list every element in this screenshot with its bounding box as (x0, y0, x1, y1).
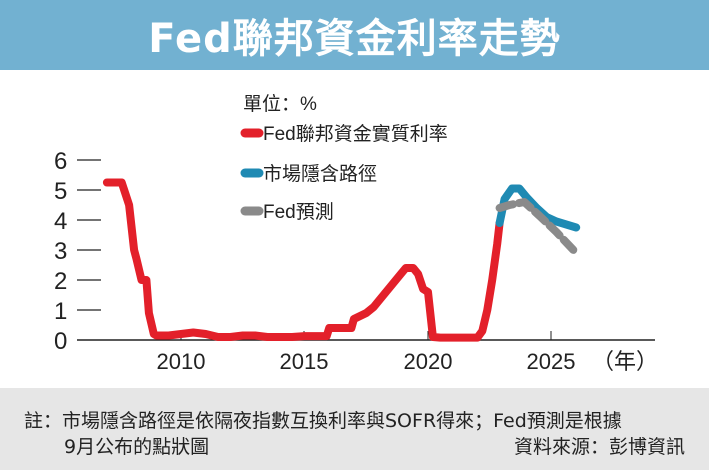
svg-text:2015: 2015 (280, 349, 329, 374)
series-line-0 (102, 178, 504, 342)
footnote-line2: 9月公布的點狀圖 (64, 436, 210, 458)
legend-item-market-path: 市場隱含路徑 (240, 163, 377, 185)
svg-text:0: 0 (54, 328, 67, 355)
svg-text:3: 3 (54, 238, 67, 265)
series-layer (102, 178, 581, 342)
legend-unit: 單位：% (243, 93, 317, 115)
footnote-line1: 註：市場隱含路徑是依隔夜指數互換利率與SOFR得來；Fed預測是根據 (24, 410, 622, 432)
x-axis: 2010 2015 2020 2025 （年） (77, 331, 658, 374)
svg-text:1: 1 (54, 298, 67, 325)
source-credit: 資料來源：彭博資訊 (513, 436, 685, 458)
svg-text:（年）: （年） (592, 349, 658, 374)
footer: 註：市場隱含路徑是依隔夜指數互換利率與SOFR得來；Fed預測是根據 9月公布的… (0, 388, 709, 470)
series-line-1 (495, 184, 581, 232)
svg-text:Fed聯邦資金實質利率: Fed聯邦資金實質利率 (263, 123, 448, 145)
y-axis: 0 1 2 3 4 5 6 (54, 148, 101, 355)
svg-text:5: 5 (54, 178, 67, 205)
legend-item-fed-rate: Fed聯邦資金實質利率 (240, 123, 448, 145)
plot-area: 單位：% Fed聯邦資金實質利率 市場隱含路徑 Fed預測 (0, 70, 709, 388)
svg-text:2010: 2010 (157, 349, 206, 374)
svg-text:2020: 2020 (404, 349, 453, 374)
svg-text:2: 2 (54, 268, 67, 295)
svg-text:Fed預測: Fed預測 (263, 201, 334, 223)
series-line-2 (495, 198, 581, 257)
svg-text:市場隱含路徑: 市場隱含路徑 (263, 163, 377, 185)
svg-text:2025: 2025 (527, 349, 576, 374)
chart-title: Fed聯邦資金利率走勢 (148, 16, 561, 62)
svg-text:6: 6 (54, 148, 67, 175)
legend-item-fed-forecast: Fed預測 (240, 201, 334, 223)
title-bar: Fed聯邦資金利率走勢 (0, 0, 709, 70)
svg-text:4: 4 (54, 208, 67, 235)
